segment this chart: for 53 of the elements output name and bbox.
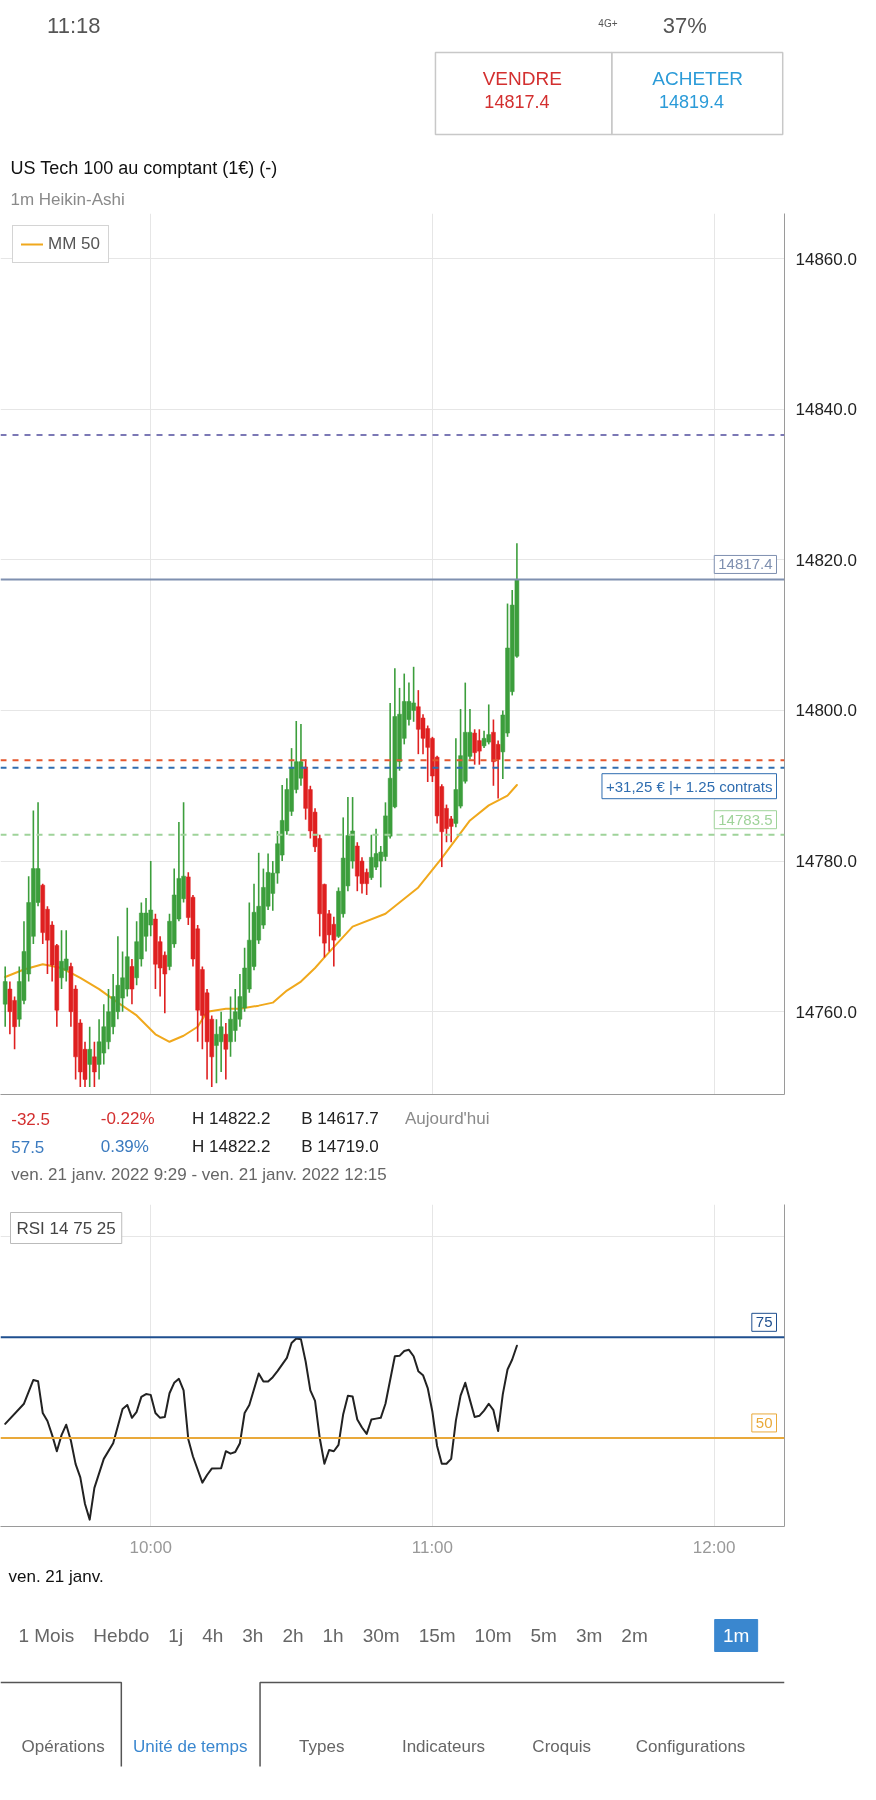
text: 4G+ [598, 18, 618, 29]
y-tick-label: 14780.0 [795, 852, 857, 872]
text: ven. 21 janv. 2022 9:29 - ven. 21 janv. 2022 12:15 [11, 1165, 387, 1184]
text: 57.5 [11, 1137, 45, 1157]
candlestick [129, 958, 135, 1005]
text: 14819.4 [658, 92, 724, 112]
text: -32.5 [11, 1109, 50, 1129]
x-tick-label: 10:00 [129, 1537, 172, 1557]
text: Croquis [532, 1737, 591, 1756]
text: 0.39% [100, 1137, 149, 1156]
chart-subtitle: 1m Heikin-Ashi [10, 189, 125, 209]
text: 1 Mois Hebdo 1j 4h 3h 2h 1h 30m 15m 10m 5m 3m 2m [18, 1625, 648, 1646]
y-tick-label: 14840.0 [795, 400, 857, 420]
ref-line-label: 14783.5 [718, 810, 773, 828]
candlestick [87, 1025, 92, 1088]
y-tick-label: 14760.0 [795, 1002, 857, 1022]
ref-line-label: 50 [755, 1413, 773, 1431]
text: H 14822.2 [192, 1137, 271, 1156]
candlestick [2, 965, 8, 1028]
text: Indicateurs [401, 1737, 486, 1756]
ref-line-label: 75 [755, 1313, 773, 1331]
text: Configurations [635, 1737, 746, 1756]
line-series [4, 784, 518, 1043]
text: B 14617.7 [301, 1109, 379, 1128]
y-tick-label: 14820.0 [795, 550, 857, 570]
text: 37% [662, 13, 707, 38]
text: 14817.4 [484, 92, 550, 112]
candlestick [218, 1010, 224, 1073]
candlestick [298, 723, 304, 787]
text: 11:18 [47, 13, 101, 38]
text: Aujourd'hui [405, 1109, 490, 1128]
text: ACHETER [652, 68, 744, 89]
text: VENDRE [482, 68, 562, 89]
x-tick-label: 11:00 [411, 1537, 454, 1557]
chart-title: US Tech 100 au comptant (1€) (-) [10, 157, 278, 178]
text: H 14822.2 [192, 1109, 271, 1128]
y-tick-label: 14800.0 [795, 701, 857, 721]
text: -0.22% [100, 1109, 155, 1128]
candlestick [63, 929, 69, 983]
text: Types [299, 1737, 345, 1756]
candlestick [223, 1022, 229, 1081]
text: RSI 14 75 25 [16, 1218, 116, 1238]
ref-line-label: 14817.4 [718, 555, 773, 573]
legend-label: MM 50 [48, 234, 100, 254]
text: ven. 21 janv. [8, 1566, 104, 1586]
candlestick [92, 1040, 97, 1088]
ref-line-label: +31,25 € |+ 1.25 contrats [605, 777, 773, 795]
text: Unité de temps [133, 1737, 248, 1756]
text: B 14719.0 [301, 1137, 379, 1156]
text: 1m [722, 1625, 750, 1646]
text: Opérations [21, 1737, 105, 1756]
y-tick-label: 14860.0 [795, 249, 857, 269]
x-tick-label: 12:00 [692, 1537, 736, 1557]
